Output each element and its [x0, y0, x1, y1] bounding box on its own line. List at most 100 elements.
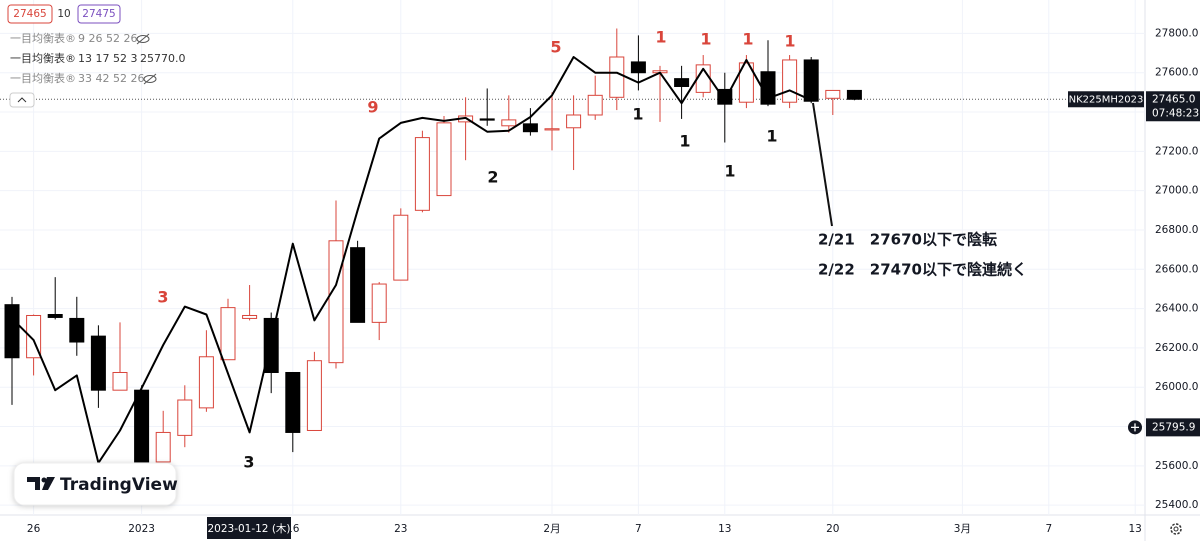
settings-icon [1170, 523, 1182, 535]
y-tick-label: 27200.0 [1155, 145, 1198, 157]
y-tick-label: 27000.0 [1155, 185, 1198, 197]
collapse-button[interactable] [9, 92, 35, 108]
crosshair-price-tag [1146, 418, 1200, 437]
toolbar-ask: 27475 [82, 8, 115, 20]
candle-body [630, 61, 646, 74]
x-tick-label: 26 [27, 523, 41, 535]
y-tick-label: 26600.0 [1155, 263, 1198, 275]
last-price: 27465.0 [1152, 93, 1195, 105]
candle-body [69, 317, 85, 343]
candle-body [544, 128, 560, 131]
toolbar-box [77, 4, 121, 24]
eye-slash [136, 33, 150, 45]
symbol-tag [1068, 91, 1144, 108]
candle-body [285, 371, 301, 433]
eye-slash [143, 73, 157, 85]
count-label: 3 [243, 453, 254, 472]
watermark: TradingView [60, 475, 178, 495]
count-label: 1 [679, 132, 690, 151]
toolbar-bid: 27465 [13, 8, 46, 20]
y-tick-label: 26800.0 [1155, 224, 1198, 236]
indicator-value: 25770.0 [140, 52, 186, 65]
count-label: 9 [367, 98, 378, 117]
note: 2/21 27670以下で陰転 [818, 231, 997, 249]
candle-body [846, 89, 862, 100]
x-tick-label: 2月 [543, 523, 560, 535]
last-price-tag [1146, 91, 1200, 122]
count-label: 2 [487, 168, 498, 187]
y-tick-label: 26000.0 [1155, 381, 1198, 393]
candle-body [501, 119, 517, 127]
candle-body [4, 304, 20, 359]
toolbar-box [7, 4, 53, 24]
candle-body [609, 56, 625, 98]
candle-body [242, 314, 258, 319]
candle-body [414, 137, 430, 211]
x-tick-label: 13 [1129, 523, 1142, 535]
collapse-arrow [17, 97, 27, 103]
crosshair-price: 25795.9 [1152, 421, 1195, 433]
candle-body [134, 389, 150, 463]
eye-icon [143, 75, 157, 83]
y-tick-label: 26400.0 [1155, 303, 1198, 315]
count-label: 1 [784, 32, 795, 51]
candle-body [90, 335, 106, 391]
y-tick-label: 26200.0 [1155, 342, 1198, 354]
countdown: 07:48:23 [1152, 107, 1199, 119]
candle-body [328, 240, 344, 364]
note: 2/22 27470以下で陰連続く [818, 261, 1027, 279]
plus-icon [1131, 423, 1139, 432]
candle-body [566, 114, 582, 129]
count-label: 1 [655, 28, 666, 47]
y-tick-label: 25600.0 [1155, 460, 1198, 472]
x-tick-label: 3月 [954, 523, 971, 535]
watermark-box [13, 462, 177, 506]
watermark-logo [27, 477, 55, 490]
count-label: 1 [742, 30, 753, 49]
candle-body [674, 78, 690, 87]
indicator-params: 33 42 52 26 [78, 72, 144, 85]
candle-body [306, 360, 322, 431]
candle-body [350, 247, 366, 323]
settings-icon-core [1173, 526, 1179, 532]
crosshair-date: 2023-01-12 (木) [207, 523, 290, 535]
count-label: 1 [724, 162, 735, 181]
y-tick-label: 27600.0 [1155, 67, 1198, 79]
eye-icon [136, 35, 150, 43]
count-label: 1 [700, 30, 711, 49]
indicator-params: 13 17 52 3 [78, 52, 137, 65]
candle-body [47, 314, 63, 318]
x-tick-label: 7 [635, 523, 642, 535]
candle-body [177, 399, 193, 436]
symbol: NK225MH2023 [1069, 94, 1144, 105]
candle-body [112, 371, 128, 391]
count-label: 1 [766, 127, 777, 146]
toolbar-size: 10 [57, 8, 70, 20]
indicator-params: 9 26 52 26 [78, 32, 137, 45]
x-tick-label: 23 [394, 523, 407, 535]
x-tick-label: 2023 [128, 523, 155, 535]
indicator-name: 一目均衡表® [10, 51, 76, 65]
count-label: 5 [550, 38, 561, 57]
indicator-name: 一目均衡表® [10, 31, 76, 45]
candle-body [155, 431, 171, 463]
candle-body [587, 94, 603, 116]
candle-body [738, 62, 754, 103]
count-label: 3 [157, 288, 168, 307]
candle-body [825, 89, 841, 99]
candle-body [479, 118, 495, 121]
y-tick-label: 27800.0 [1155, 27, 1198, 39]
x-tick-label: 7 [1045, 523, 1052, 535]
crosshair-date-tag [207, 517, 291, 539]
candle-body [782, 59, 798, 103]
candle-body [198, 356, 214, 409]
count-label: 1 [632, 105, 643, 124]
candle-body [436, 122, 452, 197]
candle-body [522, 123, 538, 133]
candle-body [393, 214, 409, 281]
candle-body [220, 307, 236, 361]
x-tick-label: 20 [826, 523, 839, 535]
indicator-name: 一目均衡表® [10, 71, 76, 85]
